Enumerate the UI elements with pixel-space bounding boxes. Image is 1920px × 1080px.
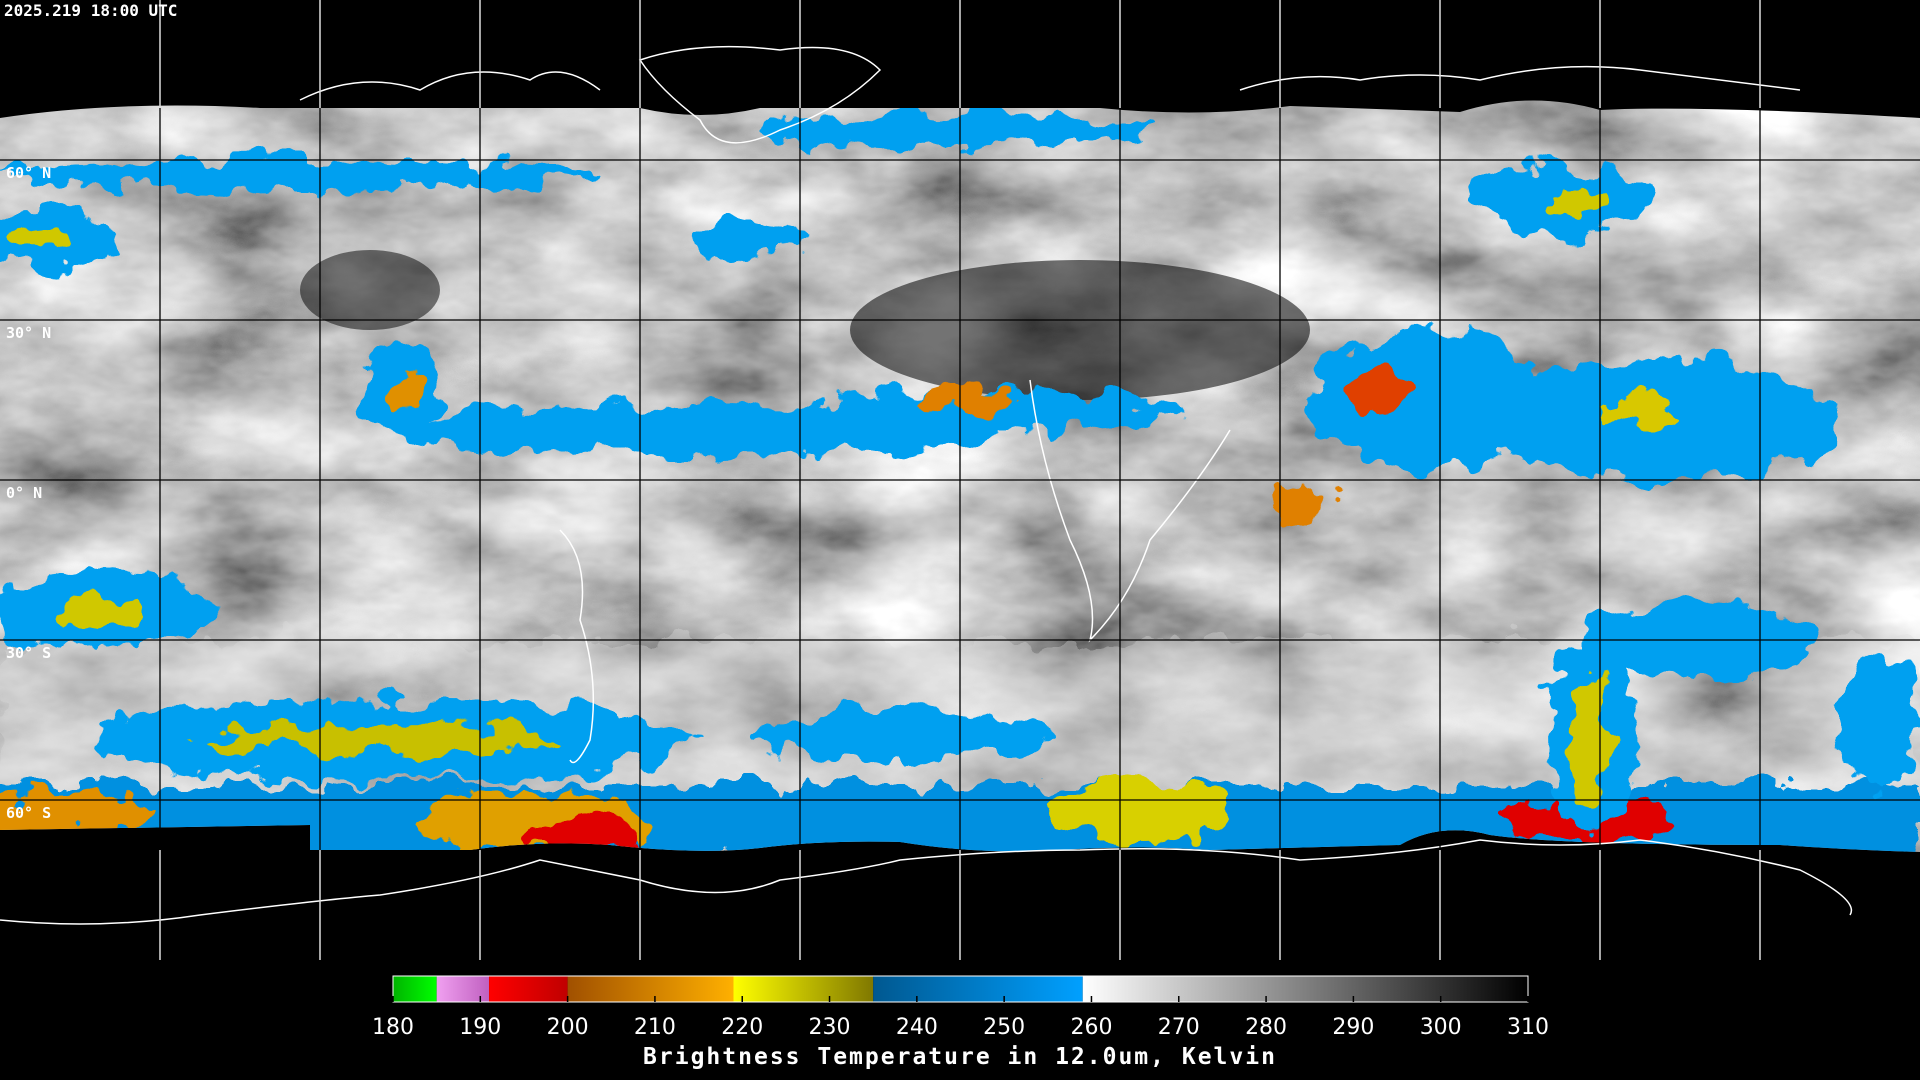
colorbar: 180 190 200 210 220 230 240 250 260 270 280 290 300 3…: [372, 975, 1549, 1040]
timestamp: 2025.219 18:00 UTC: [4, 1, 177, 20]
colorbar-tick-label: 200: [547, 1015, 589, 1040]
dry-region: [850, 260, 1310, 400]
colorbar-tick-label: 190: [459, 1015, 501, 1040]
colorbar-tick-label: 240: [896, 1015, 938, 1040]
colorbar-tick-label: 260: [1070, 1015, 1112, 1040]
latitude-label: 0° N: [6, 484, 42, 502]
latitude-labels: 60° N 30° N 0° N 30° S 60° S: [6, 164, 51, 822]
colorbar-title: Brightness Temperature in 12.0um, Kelvin: [643, 1044, 1277, 1070]
colorbar-tick-label: 300: [1420, 1015, 1462, 1040]
colorbar-segment: [567, 976, 734, 1002]
colorbar-tick-label: 180: [372, 1015, 414, 1040]
colorbar-segment: [393, 976, 437, 1002]
latitude-label: 30° S: [6, 644, 51, 662]
colorbar-tick-label: 210: [634, 1015, 676, 1040]
colorbar-tick-label: 290: [1332, 1015, 1374, 1040]
colorbar-frame: [392, 975, 1529, 1003]
dry-region: [300, 250, 440, 330]
colorbar-segment: [489, 976, 568, 1002]
colorbar-segment: [436, 976, 490, 1002]
colorbar-tick-label: 250: [983, 1015, 1025, 1040]
colorbar-tick-label: 310: [1507, 1015, 1549, 1040]
latitude-label: 30° N: [6, 324, 51, 342]
colorbar-tick-label: 280: [1245, 1015, 1287, 1040]
graticule: [159, 0, 1761, 960]
latitude-label: 60° N: [6, 164, 51, 182]
colorbar-tick-label: 230: [809, 1015, 851, 1040]
colorbar-segment: [1082, 976, 1528, 1002]
colorbar-segment: [733, 976, 874, 1002]
latitude-label: 60° S: [6, 804, 51, 822]
colorbar-tick-label: 270: [1158, 1015, 1200, 1040]
colorbar-segment: [873, 976, 1083, 1002]
colorbar-tick-label: 220: [721, 1015, 763, 1040]
